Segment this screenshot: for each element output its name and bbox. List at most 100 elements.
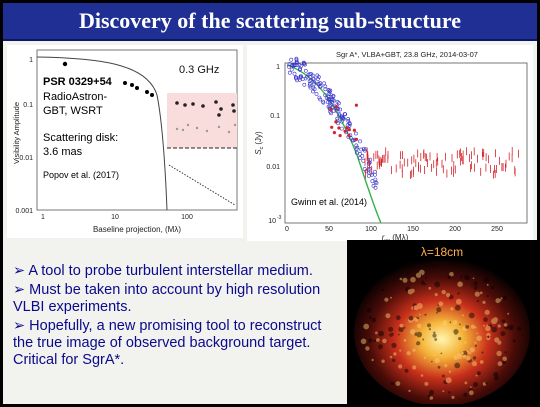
speckle-dot [410, 288, 415, 293]
blue-point [316, 75, 321, 79]
speckle-dot [410, 276, 416, 283]
right-plot-blue-points [287, 56, 379, 190]
data-point [232, 109, 236, 113]
y-tick-label: 0.1 [23, 102, 33, 109]
blue-point [348, 122, 352, 126]
speckle-dot [415, 272, 422, 278]
speckle-dot [486, 324, 489, 327]
speckle-dot [454, 331, 458, 335]
scattering-image-render: λ=18cm [347, 240, 537, 404]
speckle-dot [443, 319, 447, 324]
speckle-dot [429, 396, 434, 400]
speckle-dot [483, 324, 486, 327]
left-plot: 1 0.1 0.01 0.001 1 10 100 Baseline proje… [12, 49, 238, 234]
left-plot-panel: 1 0.1 0.01 0.001 1 10 100 Baseline proje… [7, 45, 243, 238]
speckle-dot [502, 356, 507, 362]
blue-point [354, 143, 359, 148]
speckle-dot [376, 338, 380, 342]
speckle-dot [464, 381, 468, 385]
blue-point [362, 167, 367, 171]
speckle-dot [371, 317, 377, 323]
data-point [195, 126, 199, 130]
speckle-dot [479, 360, 484, 364]
right-plot-header: Sgr A*, VLBA+GBT, 23.8 GHz, 2014-03-07 [336, 50, 478, 59]
red-point [354, 137, 358, 141]
speckle-dot [482, 300, 486, 304]
speckle-dot [412, 305, 418, 311]
red-point [334, 105, 338, 109]
data-point [145, 90, 149, 94]
red-point [345, 126, 349, 130]
data-point [175, 127, 179, 131]
speckle-dot [428, 328, 431, 331]
speckle-dot [360, 338, 367, 345]
citation: Popov et al. (2017) [43, 170, 119, 180]
y-tick-label: 0.01 [266, 164, 280, 171]
blue-point [308, 85, 313, 90]
blue-point [312, 82, 316, 87]
blue-point [358, 156, 362, 160]
speckle-dot [493, 372, 499, 378]
speckle-dot [366, 307, 372, 313]
speckle-dot [444, 364, 448, 368]
blue-point [297, 63, 302, 68]
blue-point [367, 161, 371, 165]
speckle-dot [441, 289, 446, 295]
right-plot-panel: Sgr A*, VLBA+GBT, 23.8 GHz, 2014-03-07 1… [247, 45, 533, 244]
blue-point [338, 107, 343, 112]
y-axis-label: Visibility Amplitude [12, 102, 21, 164]
blue-point [330, 100, 334, 104]
blue-point [318, 97, 323, 102]
speckle-dot [433, 353, 436, 357]
x-tick-label: 10 [111, 214, 119, 221]
y-axis-subscript: c [259, 146, 265, 149]
data-point [217, 113, 221, 117]
blue-point [307, 72, 312, 76]
data-point [227, 130, 231, 134]
blue-point [373, 169, 377, 174]
speckle-dot [419, 313, 421, 316]
blue-point [347, 123, 352, 128]
blue-point [346, 119, 351, 123]
speckle-dot [453, 355, 459, 360]
speckle-dot [437, 365, 441, 369]
speckle-dot [390, 296, 392, 299]
blue-point [292, 71, 297, 76]
speckle-dot [438, 301, 444, 307]
speckle-dot [491, 318, 498, 325]
speckle-dot [397, 333, 400, 336]
x-tick-label: 100 [365, 226, 377, 233]
speckle-dot [378, 330, 385, 337]
right-plot-red-points [329, 103, 520, 179]
blue-point [311, 89, 315, 94]
speckle-dot [486, 283, 489, 286]
y-tick-label: 0.001 [15, 208, 33, 215]
blue-point [289, 57, 294, 62]
data-point [186, 123, 190, 127]
data-point [205, 129, 209, 133]
red-point [337, 126, 341, 130]
blue-point [335, 100, 340, 104]
speckle-dot [385, 313, 391, 319]
speckle-dot [457, 292, 460, 295]
speckle-dot [428, 286, 432, 290]
speckle-dot [486, 332, 491, 338]
speckle-dot [389, 355, 393, 359]
blue-point [307, 83, 312, 88]
speckle-dot [460, 275, 463, 277]
speckle-dot [469, 347, 475, 353]
speckle-dot [483, 317, 488, 322]
left-plot-points [62, 61, 237, 134]
data-point [214, 100, 218, 104]
speckle-dot [470, 324, 476, 329]
speckle-dot [466, 356, 471, 361]
speckle-dot [423, 356, 426, 359]
data-point [175, 101, 179, 105]
speckle-dot [432, 333, 437, 338]
speckle-dot [472, 356, 477, 360]
speckle-dot [395, 315, 401, 321]
speckle-dot [391, 342, 397, 348]
speckle-dot [408, 389, 411, 393]
speckle-dot [487, 324, 493, 329]
speckle-dot [405, 286, 411, 293]
